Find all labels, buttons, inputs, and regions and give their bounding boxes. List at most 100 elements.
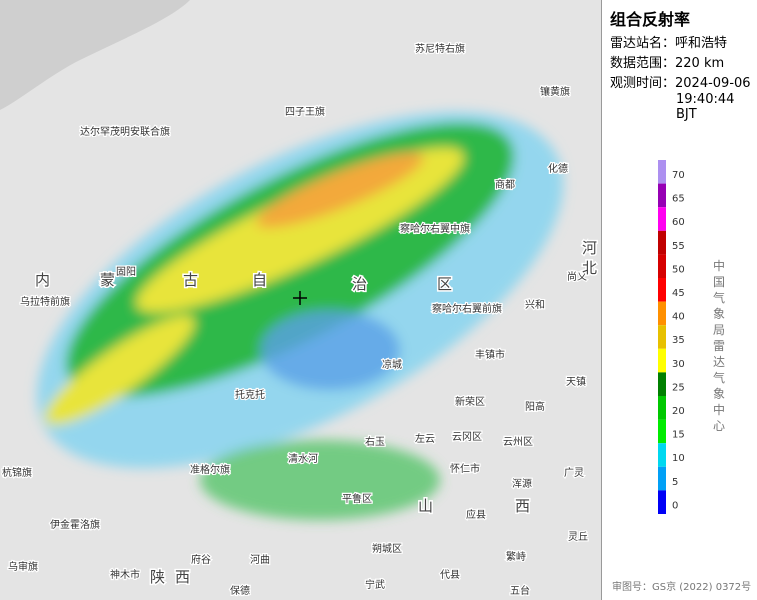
- legend-tick-label: 60: [672, 217, 685, 228]
- place-label: 蒙: [100, 271, 115, 289]
- place-label: 西: [175, 568, 190, 586]
- place-label: 保德: [230, 584, 250, 597]
- info-label: 数据范围：: [610, 56, 676, 71]
- legend-tick-label: 65: [672, 194, 685, 205]
- place-label: 左云: [415, 432, 435, 445]
- approval: 审图号：GS京 (2022) 0372号: [612, 582, 752, 593]
- legend-tick-label: 5: [672, 477, 678, 488]
- color-swatch: [658, 325, 666, 349]
- color-swatch: [658, 278, 666, 302]
- info-rows: 雷达站名：呼和浩特 数据范围：220 km 观测时间：2024-09-06: [610, 34, 751, 94]
- title: 组合反射率: [610, 10, 691, 29]
- place-label: 察哈尔右翼前旗: [432, 302, 502, 315]
- color-swatch: [658, 301, 666, 326]
- place-label: 固阳: [116, 266, 136, 278]
- color-swatch: [658, 348, 666, 373]
- info-value: 呼和浩特: [675, 36, 728, 51]
- legend-tick-label: 45: [672, 288, 685, 299]
- color-swatch: [658, 372, 666, 396]
- legend-tick-label: 70: [672, 170, 685, 181]
- place-label: 自: [252, 271, 267, 289]
- place-label: 怀仁市: [450, 462, 480, 475]
- place-label: 神木市: [110, 568, 140, 581]
- legend-tick-label: 10: [672, 453, 685, 464]
- color-swatch: [658, 466, 666, 491]
- place-label: 凉城: [382, 358, 402, 371]
- info-row: 雷达站名：呼和浩特: [610, 34, 751, 54]
- place-label: 右玉: [365, 435, 385, 448]
- info-label: 观测时间：: [610, 76, 676, 91]
- legend-tick-label: 40: [672, 312, 685, 323]
- info-row: 数据范围：220 km: [610, 54, 751, 74]
- place-label: 兴和: [525, 299, 545, 311]
- place-label: 准格尔旗: [190, 463, 230, 476]
- color-swatch: [658, 230, 666, 255]
- credit: 中国气象局雷达气象中心: [713, 259, 726, 433]
- place-label: 治: [352, 275, 367, 293]
- legend-tick-label: 55: [672, 241, 685, 252]
- place-label: 宁武: [365, 578, 385, 591]
- place-label: 托克托: [235, 388, 265, 401]
- lake: [0, 0, 190, 110]
- place-label: 丰镇市: [475, 348, 505, 361]
- legend-tick-label: 15: [672, 430, 685, 441]
- legend-tick-label: 25: [672, 382, 685, 393]
- color-swatch: [658, 443, 666, 467]
- color-swatch: [658, 207, 666, 231]
- place-label: 繁峙: [506, 550, 526, 563]
- place-label: 陕: [150, 568, 165, 586]
- place-label: 北: [582, 259, 597, 277]
- place-label: 云冈区: [452, 431, 482, 443]
- place-label: 内: [35, 271, 50, 289]
- place-label: 达尔罕茂明安联合旗: [80, 125, 170, 138]
- place-label: 商都: [495, 178, 515, 191]
- info-label: 雷达站名：: [610, 36, 676, 51]
- color-swatch: [658, 490, 666, 514]
- color-swatch: [658, 254, 666, 278]
- place-label: 天镇: [566, 375, 586, 388]
- place-label: 化德: [548, 162, 568, 175]
- place-label: 府谷: [191, 553, 211, 566]
- legend-tick-label: 0: [672, 500, 678, 511]
- color-bar: 7065605550454035302520151050dBZ: [658, 160, 685, 514]
- place-label: 尚义: [567, 270, 587, 283]
- place-label: 浑源: [512, 477, 532, 490]
- info-row: 观测时间：2024-09-06: [610, 74, 751, 94]
- place-label: 区: [437, 275, 452, 293]
- color-swatch: [658, 183, 666, 208]
- place-label: 平鲁区: [342, 492, 372, 505]
- place-label: 镶黄旗: [540, 85, 570, 98]
- color-swatch: [658, 419, 666, 444]
- place-label: 古: [183, 271, 198, 289]
- place-label: 山: [418, 497, 433, 515]
- place-label: 杭锦旗: [2, 466, 32, 479]
- place-label: 伊金霍洛旗: [50, 518, 100, 531]
- place-label: 河曲: [250, 554, 270, 566]
- place-label: 察哈尔右翼中旗: [400, 222, 470, 235]
- place-label: 阳高: [525, 400, 545, 413]
- info-panel: 组合反射率 雷达站名：呼和浩特 数据范围：220 km 观测时间：2024-09-0…: [601, 0, 757, 600]
- place-label: 新荣区: [455, 395, 485, 408]
- legend-tick-label: 20: [672, 406, 685, 417]
- legend-tick-label: 50: [672, 264, 685, 275]
- radar-echo: [36, 111, 564, 520]
- place-label: 广灵: [564, 467, 584, 479]
- place-label: 四子王旗: [285, 105, 325, 118]
- color-swatch: [658, 160, 666, 184]
- place-label: 云州区: [503, 436, 533, 448]
- place-label: 西: [515, 497, 530, 515]
- legend-tick-label: 30: [672, 359, 685, 370]
- place-label: 朔城区: [372, 542, 402, 555]
- time-extra: 19:40:44 BJT: [676, 92, 735, 122]
- place-label: 河: [582, 239, 597, 257]
- legend-tick-label: 35: [672, 335, 685, 346]
- info-value: 2024-09-06: [675, 76, 751, 91]
- place-label: 乌审旗: [8, 560, 38, 573]
- color-swatch: [658, 396, 666, 420]
- info-value: 220 km: [675, 56, 725, 71]
- place-label: 清水河: [288, 452, 318, 465]
- place-label: 苏尼特右旗: [415, 42, 465, 55]
- place-label: 五台: [510, 584, 530, 597]
- place-label: 应县: [466, 508, 486, 521]
